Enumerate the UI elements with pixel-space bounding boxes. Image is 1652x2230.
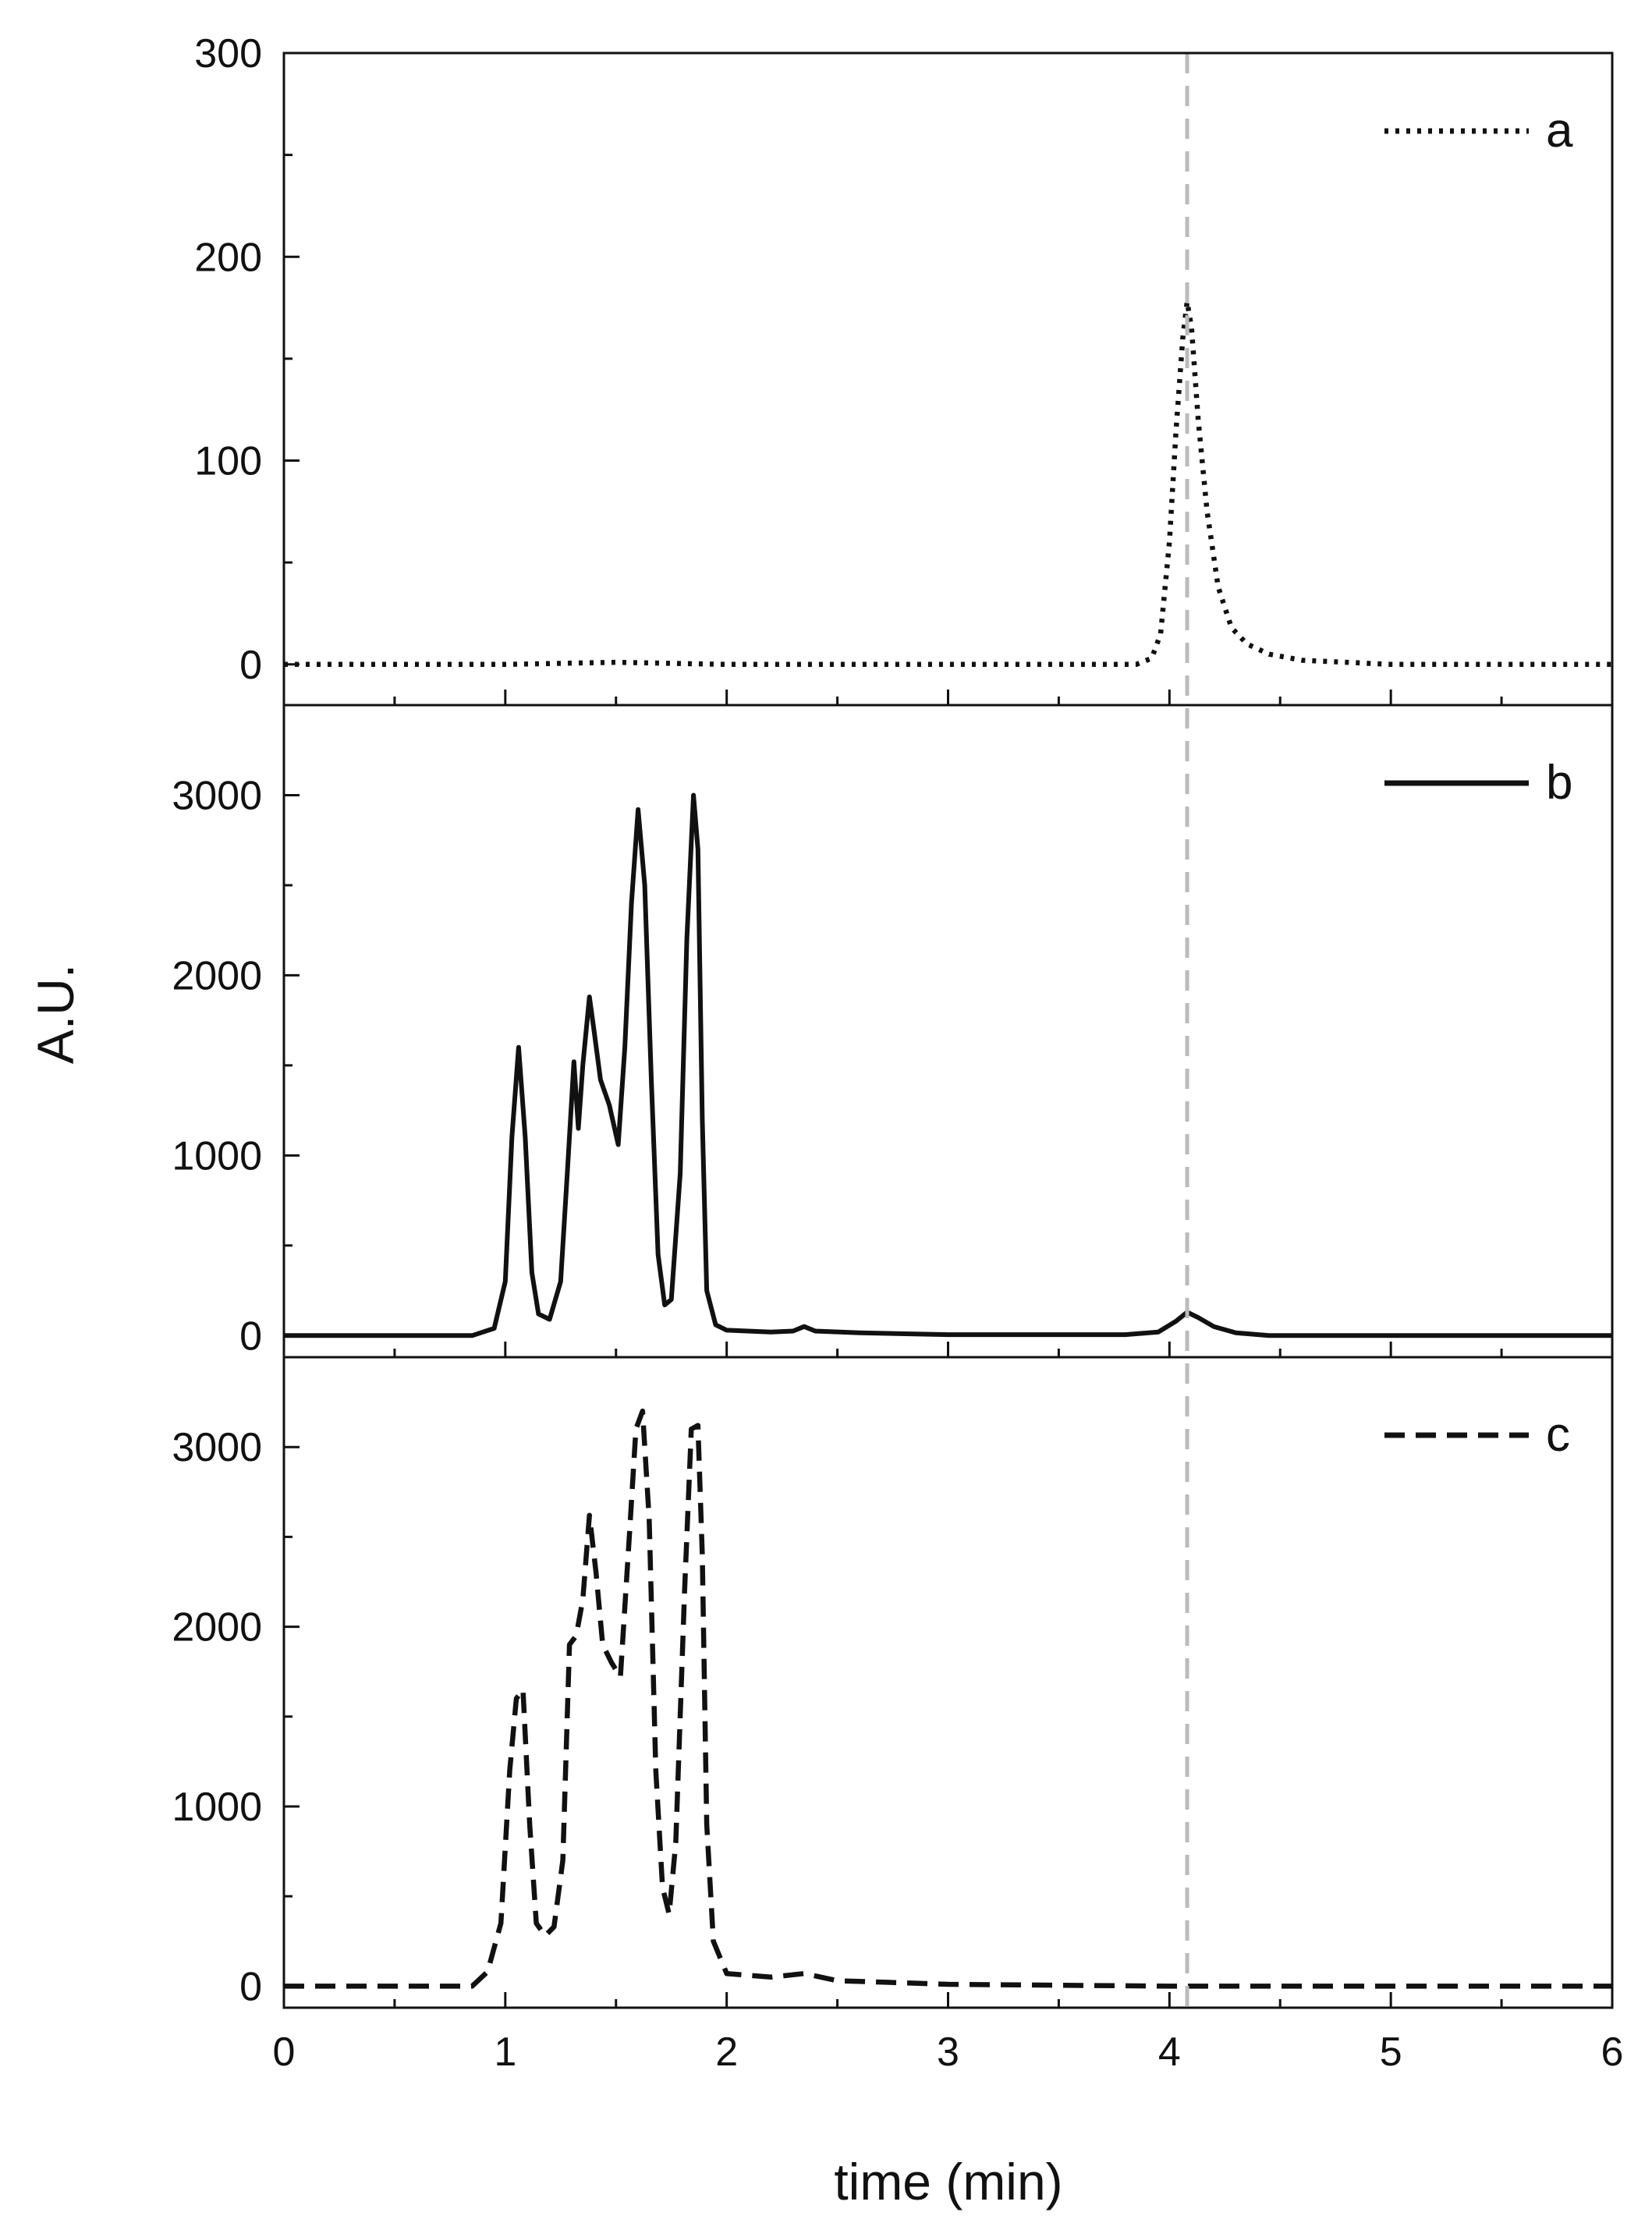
series-c-line bbox=[284, 1408, 1612, 1989]
x-tick-label: 4 bbox=[1158, 2030, 1181, 2075]
panel-bottom: 0 1000 2000 3000 0 1 2 3 4 5 6 c bbox=[172, 1356, 1624, 2075]
panel-top: 0 100 200 300 a bbox=[194, 31, 1614, 705]
panel-frame-bottom bbox=[282, 1356, 1614, 2009]
y-tick-label: 0 bbox=[239, 1314, 262, 1359]
series-a-line bbox=[284, 299, 1612, 668]
y-tick-label: 0 bbox=[239, 1964, 262, 2009]
x-tick-label: 0 bbox=[273, 2030, 296, 2075]
y-tick-label: 200 bbox=[194, 235, 262, 280]
legend-label-a: a bbox=[1546, 104, 1573, 158]
x-tick-label: 1 bbox=[494, 2030, 516, 2075]
panel-middle: 0 1000 2000 3000 b bbox=[172, 704, 1614, 1359]
legend-label-c: c bbox=[1546, 1408, 1570, 1462]
panel-frame-top bbox=[282, 51, 1614, 707]
y-tick-label: 2000 bbox=[172, 953, 262, 998]
x-tick-label: 3 bbox=[937, 2030, 959, 2075]
y-axis-title: A.U. bbox=[27, 964, 84, 1064]
y-tick-label: 1000 bbox=[172, 1133, 262, 1179]
panels-layer: 0 100 200 300 a 0 1000 2000 3000 b 0 1000 2000 3000 0 1… bbox=[172, 31, 1623, 2075]
x-tick-label: 5 bbox=[1380, 2030, 1402, 2075]
frame-layer bbox=[282, 51, 1614, 2009]
y-tick-label: 1000 bbox=[172, 1785, 262, 1830]
x-tick-label: 2 bbox=[715, 2030, 738, 2075]
y-tick-label: 100 bbox=[194, 439, 262, 484]
y-tick-label: 3000 bbox=[172, 1425, 262, 1470]
x-tick-label: 6 bbox=[1601, 2030, 1624, 2075]
series-b-line bbox=[284, 792, 1612, 1338]
y-tick-label: 2000 bbox=[172, 1605, 262, 1650]
legend-label-b: b bbox=[1546, 756, 1572, 810]
y-tick-label: 0 bbox=[239, 643, 262, 688]
y-tick-label: 3000 bbox=[172, 773, 262, 818]
x-axis-title: time (min) bbox=[834, 2153, 1062, 2211]
y-tick-label: 300 bbox=[194, 31, 262, 76]
panel-frame-middle bbox=[282, 704, 1614, 1359]
